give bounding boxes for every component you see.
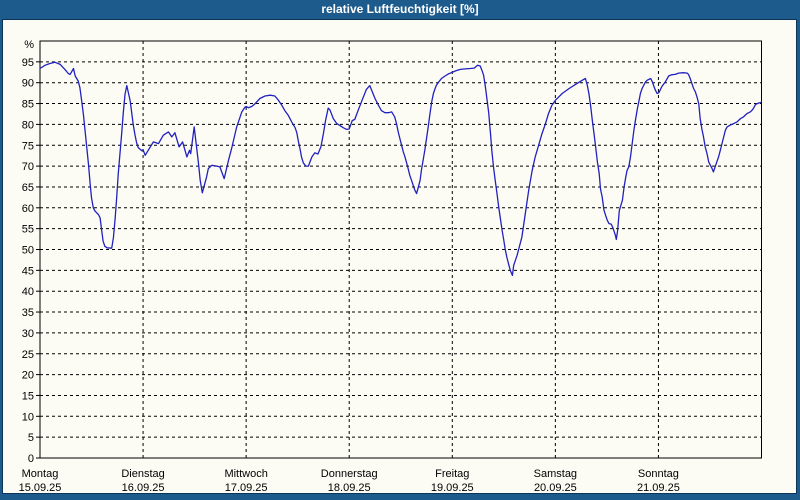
y-tick-label: 40 [22,286,34,298]
day-date-label: 15.09.25 [19,482,62,494]
y-tick-label: 45 [22,265,34,277]
y-tick-label: 80 [22,119,34,131]
y-tick-label: 85 [22,99,34,111]
y-tick-label: 15 [22,390,34,402]
y-tick-label: 25 [22,349,34,361]
chart-panel [2,19,797,494]
day-name-label: Montag [22,468,59,480]
gridlines [40,41,762,458]
axes [36,40,762,459]
day-date-label: 21.09.25 [637,482,680,494]
window-title: relative Luftfeuchtigkeit [%] [321,2,479,16]
y-tick-label: 65 [22,182,34,194]
y-tick-label: 50 [22,245,34,257]
day-name-label: Dienstag [121,468,164,480]
y-tick-label: 70 [22,161,34,173]
humidity-series-line [39,61,763,277]
day-date-label: 17.09.25 [225,482,268,494]
y-axis-unit: % [24,39,34,51]
y-tick-label: 5 [28,432,34,444]
y-tick-label: 20 [22,370,34,382]
y-tick-label: 55 [22,224,34,236]
day-date-label: 20.09.25 [534,482,577,494]
y-tick-label: 30 [22,328,34,340]
y-tick-label: 60 [22,203,34,215]
y-tick-label: 75 [22,140,34,152]
y-tick-label: 90 [22,78,34,90]
day-date-label: 16.09.25 [122,482,165,494]
y-tick-label: 10 [22,411,34,423]
y-tick-label: 35 [22,307,34,319]
day-name-label: Sonntag [638,468,679,480]
day-name-label: Mittwoch [224,468,267,480]
day-date-label: 19.09.25 [431,482,474,494]
title-bar: relative Luftfeuchtigkeit [%] [0,0,800,19]
axis-labels: 0 5 10 15 20 25 30 35 40 45 50 55 60 65 70 75 80 85 90 95% M… [19,39,680,494]
day-date-label: 18.09.25 [328,482,371,494]
day-name-label: Samstag [534,468,577,480]
day-name-label: Freitag [435,468,469,480]
y-tick-label: 0 [28,453,34,465]
day-name-label: Donnerstag [321,468,378,480]
y-tick-label: 95 [22,57,34,69]
